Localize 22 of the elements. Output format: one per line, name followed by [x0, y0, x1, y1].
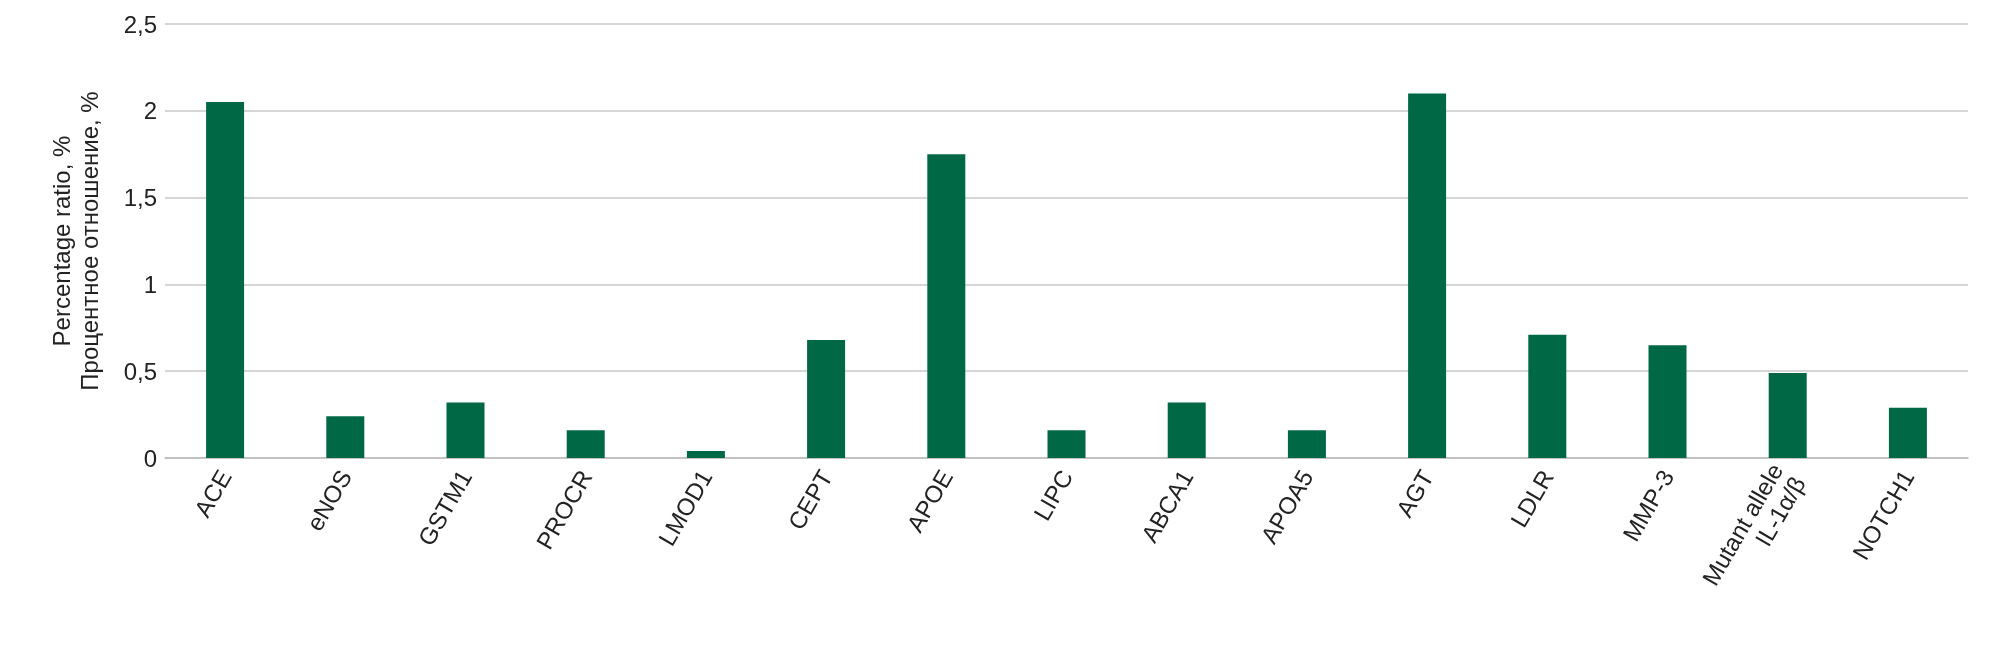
bar	[1648, 345, 1687, 458]
bar	[566, 430, 605, 458]
y-tick-label: 2,5	[123, 10, 157, 38]
bar	[1167, 402, 1206, 458]
bar	[807, 339, 846, 458]
y-axis-title: Percentage ratio, % Процентное отношение, %	[47, 91, 103, 391]
y-tick-label: 0	[143, 444, 157, 472]
y-tick-label: 1,5	[123, 184, 157, 212]
bar	[1768, 372, 1807, 458]
bar	[446, 402, 485, 458]
bar	[1408, 93, 1447, 458]
y-tick-label: 2	[143, 97, 157, 125]
y-tick-label: 1	[143, 270, 157, 298]
bar	[927, 154, 966, 458]
bar	[326, 416, 365, 458]
bar	[1888, 407, 1927, 458]
bar	[1287, 430, 1326, 458]
y-tick-label: 0,5	[123, 357, 157, 385]
bar	[1047, 430, 1086, 458]
bar	[686, 451, 725, 458]
bar	[1528, 334, 1567, 458]
bar	[206, 102, 245, 458]
